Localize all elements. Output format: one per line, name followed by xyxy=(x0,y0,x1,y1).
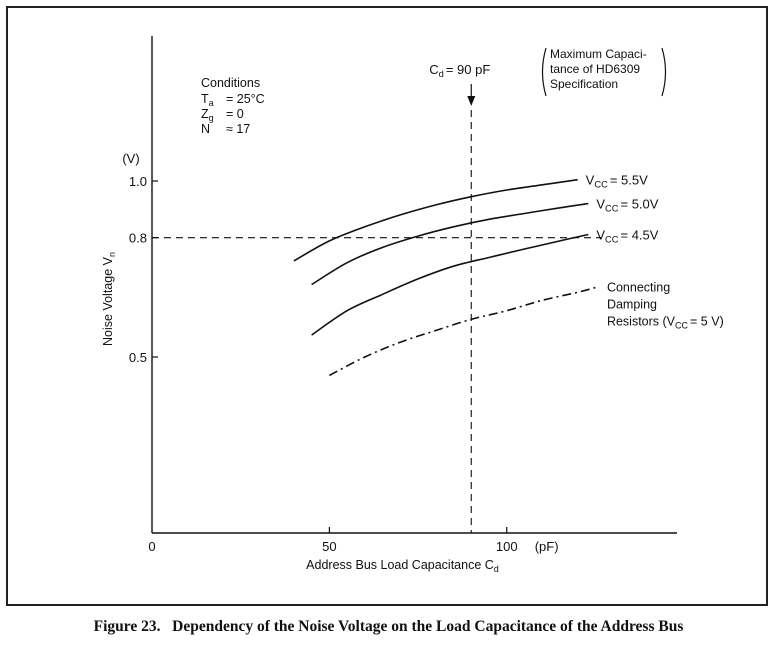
reference-note-line: tance of HD6309 xyxy=(550,62,640,76)
reference-arrow-head xyxy=(467,96,476,106)
y-tick-label: 0.8 xyxy=(129,231,147,246)
series-line-3 xyxy=(311,233,589,336)
condition-value: ≈ 17 xyxy=(226,122,250,136)
y-tick-label: 0.5 xyxy=(129,350,147,365)
reference-label: Cd = 90 pF xyxy=(429,62,490,79)
series-label: VCC = 5.5V xyxy=(586,173,648,190)
condition-name: Zg xyxy=(201,107,214,123)
series-label-line: Resistors (VCC = 5 V) xyxy=(607,315,724,331)
series-line-2 xyxy=(311,202,589,286)
y-axis-title: Noise Voltage Vn xyxy=(101,252,117,346)
series-label-line: Damping xyxy=(607,298,657,312)
x-tick-label: 100 xyxy=(496,539,518,554)
note-bracket-right xyxy=(661,47,667,97)
series-label: VCC = 4.5V xyxy=(596,228,658,245)
conditions-title: Conditions xyxy=(201,76,260,90)
figure-caption: Figure 23. Dependency of the Noise Volta… xyxy=(93,618,684,635)
y-tick-label: 1.0 xyxy=(129,174,147,189)
condition-name: Ta xyxy=(201,92,214,108)
note-bracket-left xyxy=(541,47,547,97)
series-line-1 xyxy=(293,178,578,262)
condition-value: = 0 xyxy=(226,107,244,121)
x-tick-label: 0 xyxy=(148,539,155,554)
condition-value: = 25°C xyxy=(226,92,265,106)
reference-note-line: Maximum Capaci- xyxy=(550,47,647,61)
condition-name: N xyxy=(201,122,210,136)
series-label: VCC = 5.0V xyxy=(596,197,658,214)
figure-frame xyxy=(6,6,768,606)
y-unit-label: (V) xyxy=(122,151,139,166)
series-label-line: Connecting xyxy=(607,281,670,295)
x-axis-title: Address Bus Load Capacitance Cd xyxy=(306,558,499,574)
x-tick-label: 50 xyxy=(322,539,336,554)
reference-note-line: Specification xyxy=(550,77,618,91)
series-line-4 xyxy=(329,285,600,377)
x-unit-label: (pF) xyxy=(535,539,559,554)
